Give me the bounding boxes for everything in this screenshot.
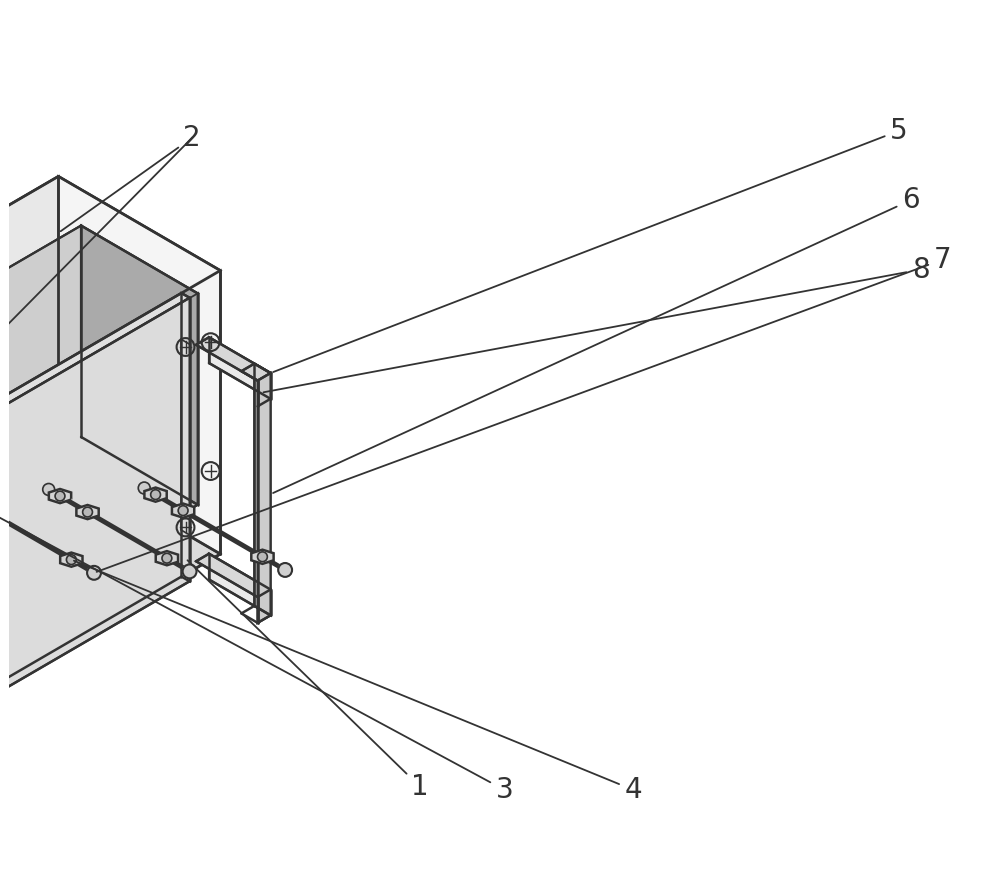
Circle shape bbox=[178, 506, 188, 515]
Polygon shape bbox=[0, 507, 3, 521]
Polygon shape bbox=[0, 176, 220, 440]
Text: 5: 5 bbox=[273, 117, 908, 372]
Polygon shape bbox=[196, 554, 271, 597]
Polygon shape bbox=[58, 176, 220, 554]
Polygon shape bbox=[0, 437, 198, 674]
Circle shape bbox=[43, 484, 55, 495]
Polygon shape bbox=[60, 552, 83, 566]
Polygon shape bbox=[144, 487, 167, 501]
Polygon shape bbox=[156, 552, 178, 566]
Text: 2: 2 bbox=[61, 123, 201, 231]
Text: 4: 4 bbox=[74, 560, 642, 803]
Text: 8: 8 bbox=[264, 255, 930, 392]
Polygon shape bbox=[0, 270, 220, 723]
Polygon shape bbox=[0, 293, 190, 430]
Polygon shape bbox=[209, 337, 271, 399]
Circle shape bbox=[278, 563, 292, 577]
Polygon shape bbox=[76, 505, 99, 519]
Circle shape bbox=[162, 553, 172, 563]
Text: 3: 3 bbox=[0, 515, 513, 803]
Polygon shape bbox=[0, 226, 198, 463]
Text: 6: 6 bbox=[273, 186, 920, 493]
Polygon shape bbox=[0, 460, 220, 723]
Circle shape bbox=[66, 555, 76, 565]
Circle shape bbox=[258, 552, 267, 562]
Polygon shape bbox=[0, 176, 58, 629]
Polygon shape bbox=[258, 373, 271, 623]
Circle shape bbox=[83, 507, 92, 517]
Polygon shape bbox=[0, 293, 198, 674]
Polygon shape bbox=[254, 364, 271, 615]
Polygon shape bbox=[209, 554, 271, 615]
Text: 1: 1 bbox=[188, 560, 429, 801]
Circle shape bbox=[138, 482, 150, 494]
Polygon shape bbox=[181, 293, 190, 581]
Polygon shape bbox=[81, 226, 198, 505]
Polygon shape bbox=[196, 337, 271, 381]
Circle shape bbox=[183, 565, 197, 578]
Polygon shape bbox=[0, 226, 81, 606]
Circle shape bbox=[87, 566, 101, 580]
Polygon shape bbox=[251, 550, 274, 564]
Polygon shape bbox=[258, 589, 271, 623]
Polygon shape bbox=[241, 364, 271, 381]
Polygon shape bbox=[258, 373, 271, 406]
Polygon shape bbox=[49, 489, 71, 503]
Circle shape bbox=[55, 492, 65, 501]
Circle shape bbox=[151, 490, 160, 500]
Polygon shape bbox=[172, 504, 194, 518]
Text: 7: 7 bbox=[97, 246, 951, 572]
Polygon shape bbox=[0, 298, 190, 713]
